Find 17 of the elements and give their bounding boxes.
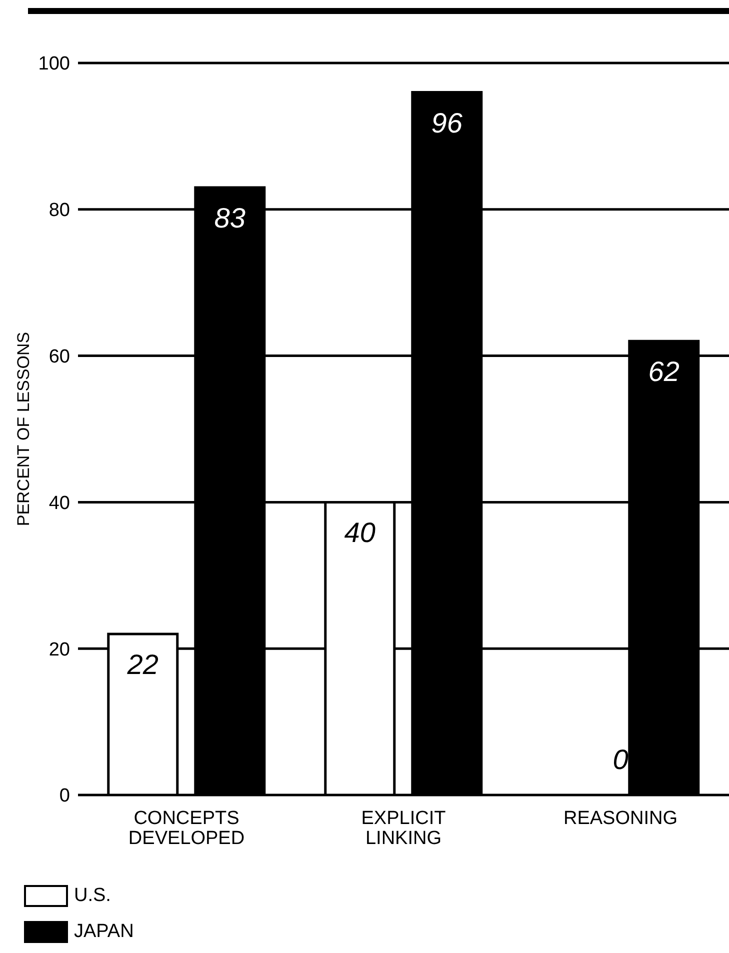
data-label: 96 — [431, 107, 463, 138]
y-axis-title: PERCENT OF LESSONS — [14, 332, 34, 526]
legend-label: JAPAN — [74, 921, 134, 943]
y-tick-label: 100 — [38, 54, 70, 75]
x-tick-label: CONCEPTS DEVELOPED — [128, 808, 245, 850]
x-tick-label: EXPLICIT LINKING — [361, 808, 446, 850]
data-label: 40 — [344, 517, 376, 548]
data-label: 83 — [214, 202, 246, 234]
x-tick-label: REASONING — [563, 808, 678, 830]
legend-label: U.S. — [74, 885, 111, 907]
y-tick-label: 80 — [48, 200, 70, 222]
y-tick-label: 40 — [48, 492, 70, 514]
data-label: 62 — [648, 356, 680, 388]
data-label: 22 — [126, 648, 159, 680]
y-tick-label: 60 — [48, 346, 70, 368]
y-tick-label: 0 — [59, 786, 70, 807]
y-tick-label: 20 — [48, 639, 70, 660]
